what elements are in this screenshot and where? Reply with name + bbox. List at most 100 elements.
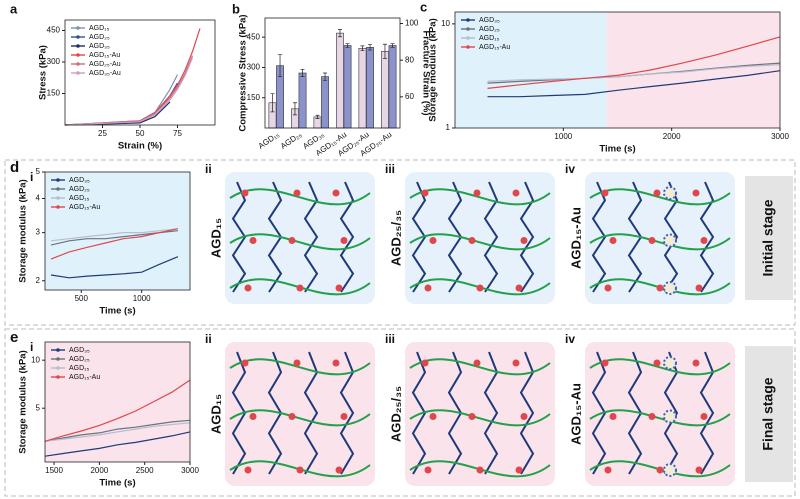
crosslink <box>241 189 249 197</box>
stage-label: Final stage <box>760 377 776 450</box>
x-tick-label: AGD₂₅ <box>279 130 304 151</box>
schematic <box>585 342 735 486</box>
crosslink <box>473 359 481 367</box>
error-bar <box>368 44 373 51</box>
y-axis-label: Storage modulus (kPa) <box>18 179 29 282</box>
bar <box>321 76 329 129</box>
crosslink <box>656 466 664 474</box>
crosslink <box>340 413 348 420</box>
stage-label: Initial stage <box>760 199 776 276</box>
x-tick-label: 50 <box>136 129 145 138</box>
plot-frame <box>454 11 781 129</box>
legend-label: AGD₁₅-Au <box>69 374 100 381</box>
error-bar <box>360 45 365 52</box>
legend-label: AGD₃₅ <box>89 43 110 50</box>
series-line <box>64 74 179 126</box>
row-frame <box>4 159 796 326</box>
crosslink <box>695 284 703 292</box>
crosslink <box>512 359 520 367</box>
schematic-box <box>585 342 735 486</box>
crosslink <box>520 237 528 244</box>
x-tick-label: 2000 <box>663 132 681 141</box>
legend-marker <box>76 26 80 30</box>
crosslink <box>656 284 664 292</box>
crosslink <box>335 284 343 292</box>
error-bar <box>315 114 320 119</box>
legend-marker <box>56 375 60 379</box>
x-axis-label: Time (s) <box>599 144 635 155</box>
schematic <box>405 172 555 304</box>
crosslink <box>244 284 252 292</box>
y-tick-label: 450 <box>47 26 61 35</box>
panel-numeral: ii <box>205 332 212 346</box>
polymer-chain <box>519 181 535 293</box>
legend-label: AGD₂₅ <box>479 26 500 33</box>
schematic-label: AGD₂₅/₃₅ <box>388 386 403 442</box>
y-tick-label: 4 <box>36 194 41 203</box>
crosslink <box>288 413 296 420</box>
crosslink <box>515 284 523 292</box>
au-particle <box>663 409 677 424</box>
panel-numeral: iii <box>385 162 395 176</box>
crosslink <box>241 359 249 367</box>
green-chain <box>409 409 551 427</box>
legend-label: AGD₁₅ <box>69 365 90 372</box>
legend-label: AGD₃₅-Au <box>89 70 121 77</box>
series-line <box>64 57 194 126</box>
au-particle <box>663 463 677 477</box>
legend-label: AGD₁₅ <box>69 195 90 202</box>
series-line <box>487 64 781 82</box>
crosslink <box>601 189 609 197</box>
x-axis-label: Time (s) <box>99 478 135 489</box>
x-tick-label: 75 <box>173 129 182 138</box>
legend-label: AGD₃₅ <box>479 17 500 24</box>
green-chain <box>229 233 371 251</box>
y2-tick-label: 60 <box>405 92 414 101</box>
crosslink <box>468 413 476 420</box>
crosslink <box>609 237 617 244</box>
error-bar <box>382 43 387 59</box>
panel-label: c <box>420 0 427 14</box>
schematic <box>225 342 375 486</box>
panel-label: b <box>232 1 240 16</box>
panel-label: i <box>30 340 33 354</box>
crosslink <box>653 189 661 197</box>
legend-label: AGD₁₅-Au <box>89 52 120 59</box>
legend-marker <box>76 35 80 39</box>
y-tick-label: 10 <box>441 19 450 28</box>
crosslink <box>512 189 520 197</box>
y-axis-label: Storage modulus (kPa) <box>428 18 439 121</box>
crosslink <box>249 413 257 420</box>
polymer-chain <box>483 181 499 293</box>
crosslink <box>601 359 609 367</box>
legend-marker <box>56 196 60 200</box>
plot-frame <box>264 17 401 129</box>
series-line <box>50 228 178 242</box>
legend-marker <box>56 357 60 361</box>
bar <box>343 45 352 129</box>
crosslink <box>476 466 484 474</box>
series-line <box>487 36 781 89</box>
y-axis-label: Storage modulus (kPa) <box>18 350 29 453</box>
schematic-label: AGD₁₅-Au <box>568 207 583 269</box>
bar <box>336 32 344 129</box>
series-line <box>44 379 191 442</box>
polymer-chain <box>663 181 679 293</box>
au-particle <box>663 356 677 370</box>
panel-label: a <box>10 1 18 16</box>
schematic-label: AGD₂₅/₃₅ <box>388 210 403 266</box>
legend-label: AGD₁₅-Au <box>69 204 100 211</box>
panel-numeral: iii <box>385 332 395 346</box>
legend-marker <box>466 45 470 49</box>
polymer-chain <box>339 181 355 293</box>
legend-marker <box>466 18 470 22</box>
plot-frame <box>64 19 216 126</box>
panel-label: i <box>30 170 33 184</box>
legend-marker <box>56 187 60 191</box>
crosslink <box>473 189 481 197</box>
bar <box>298 72 307 129</box>
y-tick-label: 300 <box>247 63 261 72</box>
series-line <box>64 28 201 126</box>
crosslink <box>421 359 429 367</box>
